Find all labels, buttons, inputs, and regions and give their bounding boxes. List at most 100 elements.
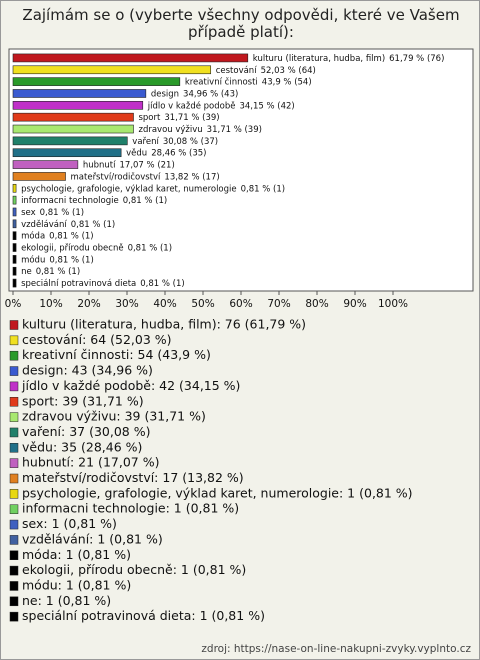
legend-label: sport: 39 (31,71 %) [22,393,144,408]
bar-category: sex [21,207,36,217]
x-tick-label: 90% [343,298,366,310]
x-tick-label: 50% [191,298,214,310]
legend-swatch [9,550,19,560]
bar-category: mateřství/rodičovství [71,171,162,182]
legend-swatch [9,535,19,545]
bar [12,255,17,264]
bar-value-label: 0,81 % (1) [49,255,93,265]
x-tick-label: 70% [267,298,290,310]
bar-label: hubnutí 17,07 % (21) [83,160,175,170]
bar-category: vzdělávání [21,219,67,229]
bar [12,160,79,169]
legend-swatch [9,458,19,468]
bar-category: kulturu (literatura, hudba, film) [253,53,385,63]
legend-label: módu: 1 (0,81 %) [22,577,131,592]
bar-value-label: 34,15 % (42) [239,101,294,111]
bar-label: zdravou výživu 31,71 % (39) [138,125,261,135]
bar-value-label: 0,81 % (1) [36,267,80,277]
bar-label: ekologii, přírodu obecně 0,81 % (1) [21,243,172,253]
bar [12,77,181,86]
legend-swatch [9,366,19,376]
bar [12,53,249,63]
legend-label: kulturu (literatura, hudba, film): 76 (6… [22,317,306,332]
bar-value-label: 0,81 % (1) [140,279,184,289]
bar-value-label: 0,81 % (1) [128,243,172,253]
bar-value-label: 13,82 % (17) [164,172,219,182]
legend-label: speciální potravinová dieta: 1 (0,81 %) [22,608,265,623]
bar [12,101,144,110]
bar [12,136,128,146]
bar-category: zdravou výživu [138,125,202,135]
legend-label: vaření: 37 (30,08 %) [22,424,150,439]
legend-swatch [9,397,19,407]
bar-label: psychologie, grafologie, výklad karet, n… [21,184,285,194]
x-tick-label: 30% [115,298,138,310]
legend-label: móda: 1 (0,81 %) [22,547,131,562]
legend-swatch [9,427,19,438]
legend-label: ekologii, přírodu obecně: 1 (0,81 %) [22,562,246,577]
legend-label: psychologie, grafologie, výklad karet, n… [22,485,413,500]
x-tick-label: 100% [378,298,408,310]
bar-label: mateřství/rodičovství 13,82 % (17) [71,171,220,182]
bar-label: cestování 52,03 % (64) [216,65,316,75]
bar-value-label: 31,71 % (39) [164,113,219,123]
bar-value-label: 34,96 % (43) [183,89,238,99]
bar-label: informacni technologie 0,81 % (1) [21,196,167,206]
bar-label: módu 0,81 % (1) [21,254,94,265]
legend-swatch [9,489,19,499]
legend-swatch [9,565,19,576]
bar-value-label: 0,81 % (1) [123,196,167,206]
bar [12,195,17,205]
bar [12,124,134,134]
bar-category: móda [21,230,45,241]
bar-category: módu [21,254,45,265]
bar-value-label: 52,03 % (64) [261,65,316,75]
bar-category: informacni technologie [21,196,119,206]
legend-swatch [9,381,19,392]
legend-label: kreativní činnosti: 54 (43,9 %) [22,347,211,362]
bar-label: design 34,96 % (43) [151,89,238,99]
bar-value-label: 61,79 % (76) [389,53,444,63]
bar [12,278,17,288]
bar-category: hubnutí [83,160,116,170]
bar [12,219,17,229]
legend-label: sex: 1 (0,81 %) [22,516,117,531]
bar [12,65,212,75]
bar-category: sport [138,113,161,123]
legend-swatch [9,335,19,346]
bar-value-label: 28,46 % (35) [151,148,206,158]
bar [12,112,134,122]
x-tick-label: 60% [229,298,252,310]
legend-label: vzdělávání: 1 (0,81 %) [22,531,163,546]
legend-swatch [9,443,19,453]
bar [12,243,17,252]
x-tick-label: 20% [77,298,100,310]
legend-swatch [9,320,19,330]
legend-swatch [9,519,19,530]
bar-label: móda 0,81 % (1) [21,230,94,241]
legend-swatch [9,350,19,361]
bar-label: sex 0,81 % (1) [21,207,84,217]
bar-label: speciální potravinová dieta 0,81 % (1) [21,279,185,289]
legend-swatch [9,504,19,514]
legend-label: cestování: 64 (52,03 %) [22,332,172,347]
legend-label: vědu: 35 (28,46 %) [22,439,142,454]
bar-value-label: 0,81 % (1) [71,219,115,229]
bar-label: jídlo v každé podobě 34,15 % (42) [147,100,295,111]
bar-label: ne 0,81 % (1) [21,267,80,277]
x-tick-label: 10% [39,298,62,310]
bar-label: sport 31,71 % (39) [138,113,219,123]
bar [12,89,147,98]
legend-label: informacni technologie: 1 (0,81 %) [22,501,239,516]
bar-value-label: 31,71 % (39) [207,125,262,135]
source: zdroj: https://nase-on-line-nakupni-zvyk… [201,643,471,655]
bar-category: speciální potravinová dieta [21,279,136,289]
bar-value-label: 0,81 % (1) [49,231,93,241]
bar-category: psychologie, grafologie, výklad karet, n… [21,184,237,194]
bar-value-label: 0,81 % (1) [241,184,285,194]
bar-category: ne [21,267,32,277]
bar [12,183,17,193]
bar [12,148,122,158]
